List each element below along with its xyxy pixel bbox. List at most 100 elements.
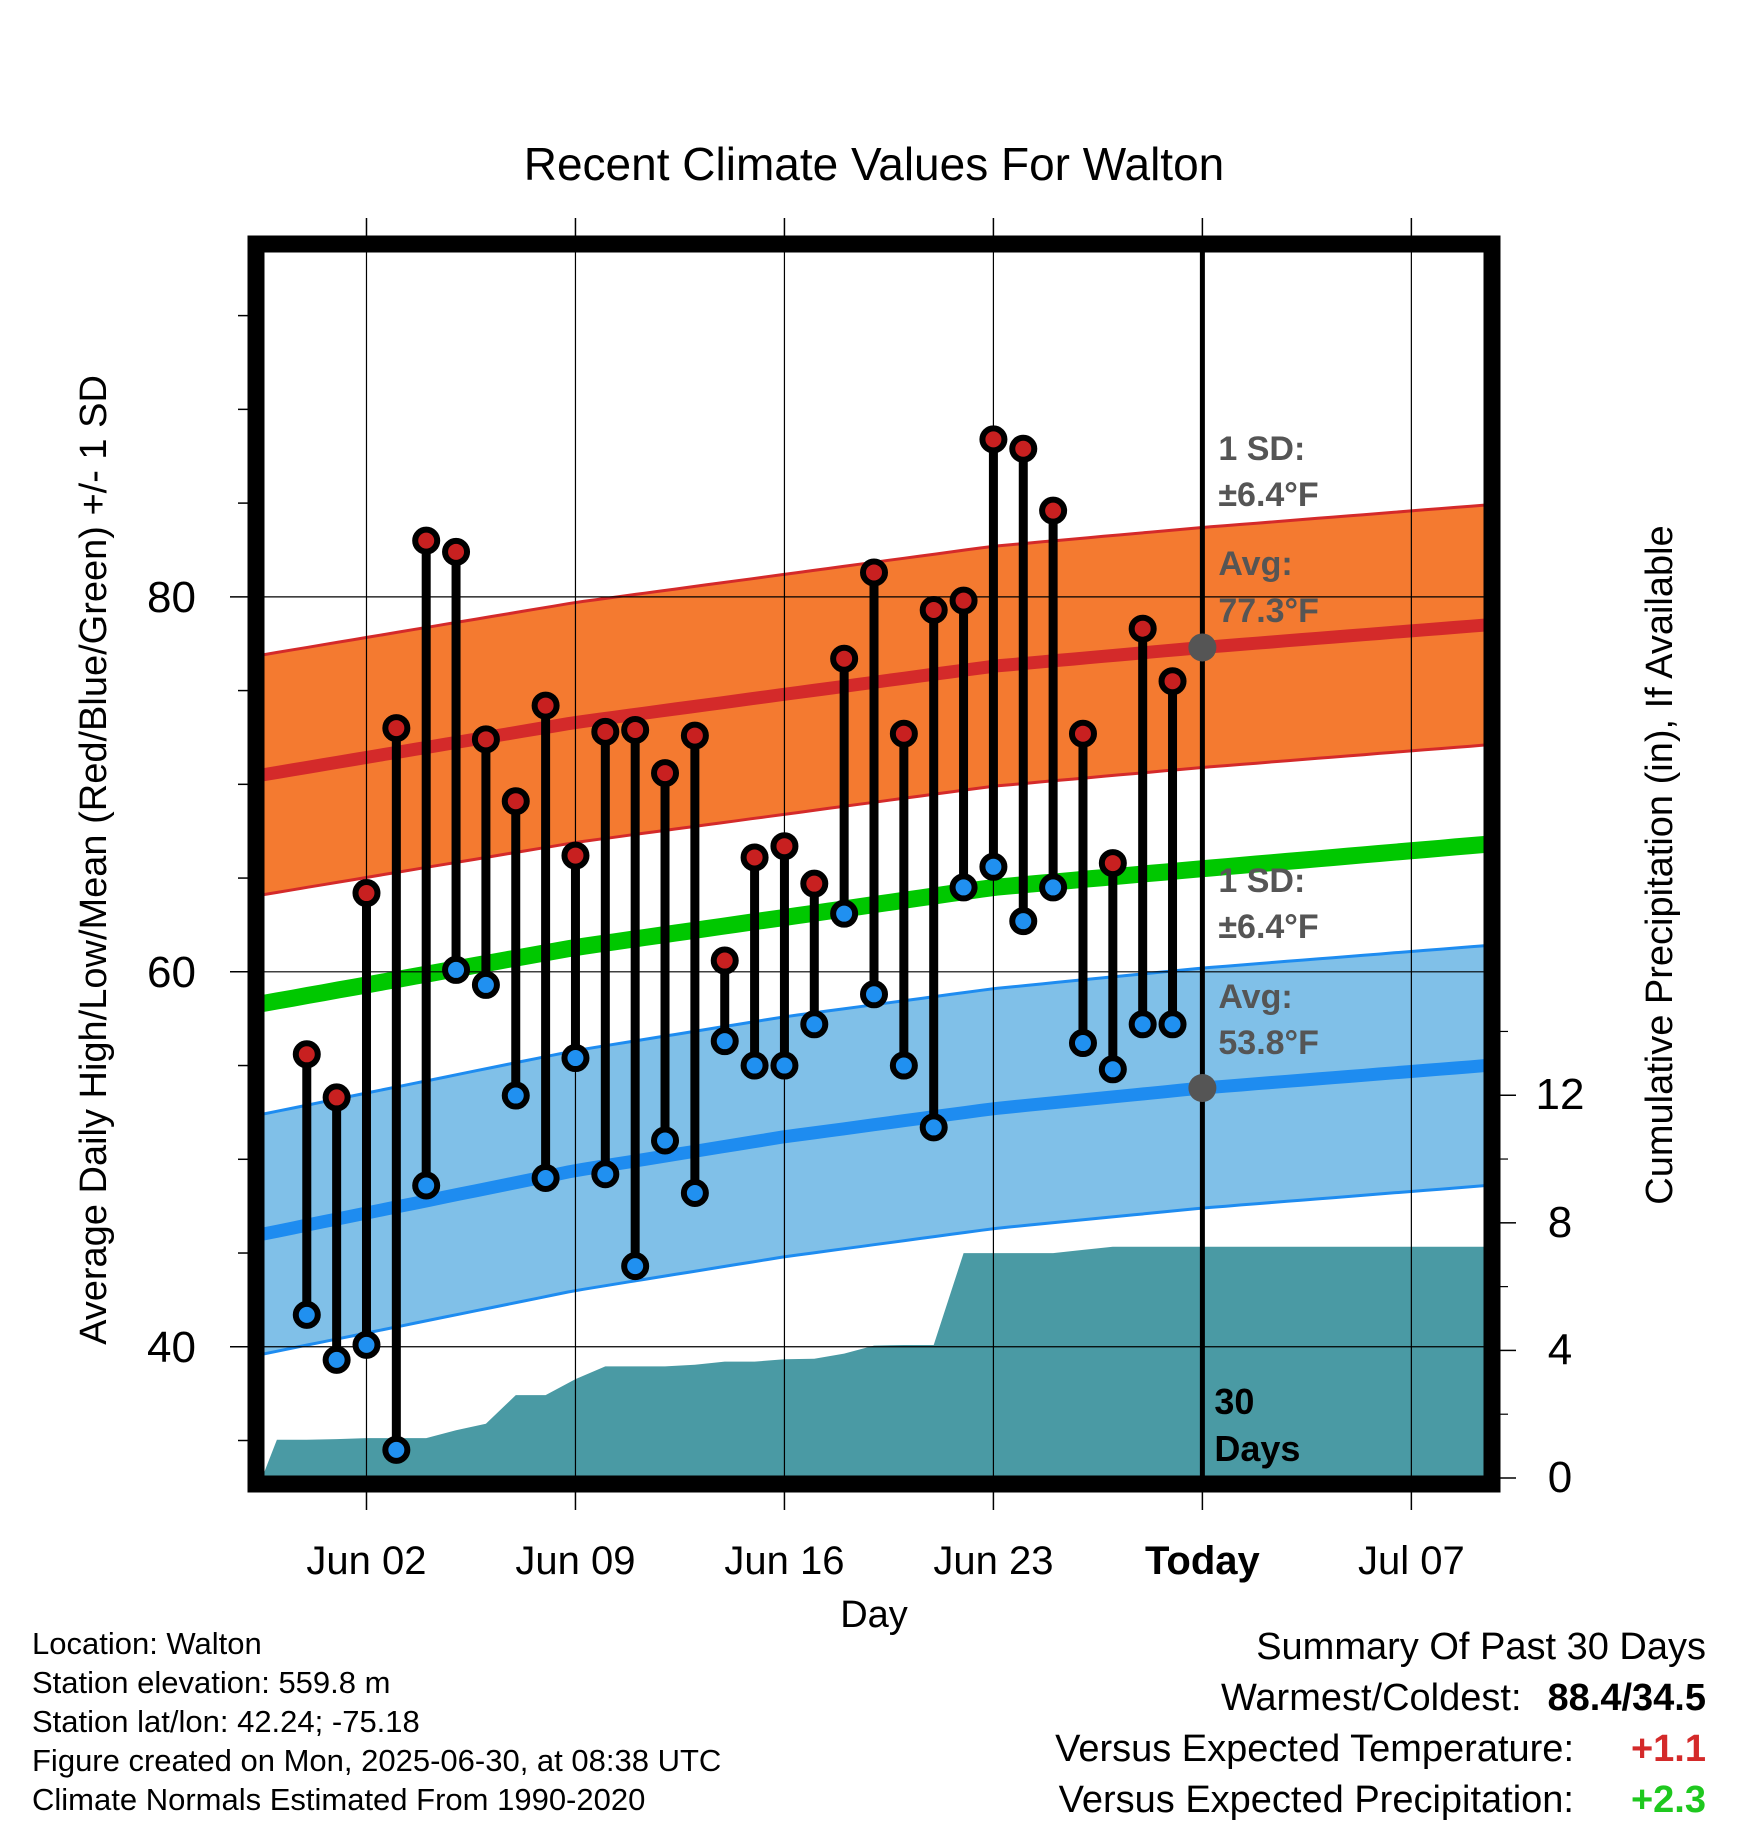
daily-high-point xyxy=(1098,849,1127,878)
precipitation-area xyxy=(262,1246,1486,1478)
daily-low-point xyxy=(442,955,471,984)
y2-tick-label: 4 xyxy=(1548,1325,1572,1374)
daily-high-point xyxy=(352,879,381,908)
low-avg-value: 53.8°F xyxy=(1218,1024,1319,1062)
precip-departure-row: Versus Expected Precipitation: +2.3 xyxy=(1055,1775,1706,1826)
daily-high-point xyxy=(621,715,650,744)
y2-tick-label: 8 xyxy=(1548,1198,1572,1247)
daily-low-point xyxy=(860,980,888,1009)
high-avg-label: Avg: xyxy=(1218,545,1292,583)
plot-overlay: 1 SD: ±6.4°F Avg: 77.3°F 1 SD: ±6.4°F Avg: 53.8… xyxy=(292,250,1319,1478)
daily-low-point xyxy=(800,1010,829,1039)
daily-high-point xyxy=(292,1040,321,1069)
daily-low-point xyxy=(501,1081,530,1110)
daily-high-point xyxy=(561,841,590,870)
daily-low-point xyxy=(322,1345,351,1374)
daily-high-point xyxy=(889,719,918,748)
daily-high-point xyxy=(442,537,471,566)
high-sd-label: 1 SD: xyxy=(1218,430,1305,468)
low-avg-label: Avg: xyxy=(1218,978,1292,1016)
chart-title: Recent Climate Values For Walton xyxy=(524,138,1225,190)
y2-tick-label: 0 xyxy=(1548,1453,1572,1502)
daily-low-point xyxy=(770,1051,799,1080)
daily-low-point xyxy=(830,899,859,928)
temp-departure-row: Versus Expected Temperature: +1.1 xyxy=(1055,1724,1706,1775)
temp-departure-value: +1.1 xyxy=(1630,1728,1706,1770)
temp-departure-label: Versus Expected Temperature: xyxy=(1055,1728,1574,1770)
daily-high-point xyxy=(680,721,709,750)
daily-low-point xyxy=(1158,1010,1187,1039)
x-tick-label: Jul 07 xyxy=(1358,1539,1465,1583)
daily-high-point xyxy=(322,1083,351,1112)
daily-high-point xyxy=(740,843,769,872)
daily-high-point xyxy=(800,869,829,898)
daily-high-point xyxy=(1068,719,1097,748)
x-tick-label: Jun 02 xyxy=(306,1539,426,1583)
latlon-text: Station lat/lon: 42.24; -75.18 xyxy=(32,1704,420,1739)
y-axis-label: Average Daily High/Low/Mean (Red/Blue/Gr… xyxy=(73,375,115,1345)
precip-departure-label: Versus Expected Precipitation: xyxy=(1058,1779,1574,1821)
normals-text: Climate Normals Estimated From 1990-2020 xyxy=(32,1782,646,1817)
daily-high-point xyxy=(591,717,620,746)
daily-high-point xyxy=(949,586,978,615)
high-avg-value: 77.3°F xyxy=(1218,592,1319,630)
daily-low-point xyxy=(1068,1029,1097,1058)
y-tick-label: 60 xyxy=(147,948,196,997)
daily-low-point xyxy=(292,1300,321,1329)
daily-low-point xyxy=(561,1044,590,1073)
daily-low-point xyxy=(949,873,978,902)
daily-low-point xyxy=(710,1027,739,1056)
daily-low-point xyxy=(1098,1055,1127,1084)
today-high-normal-marker xyxy=(1188,633,1217,662)
x-tick-label: Jun 16 xyxy=(724,1539,844,1583)
days-label: Days xyxy=(1214,1428,1300,1469)
daily-low-point xyxy=(1128,1010,1157,1039)
today-low-normal-marker xyxy=(1188,1074,1217,1103)
daily-high-point xyxy=(919,595,948,624)
daily-low-point xyxy=(621,1252,650,1281)
y2-tick-label: 12 xyxy=(1536,1070,1585,1119)
daily-low-point xyxy=(531,1164,560,1193)
daily-low-point xyxy=(979,852,1008,881)
daily-high-point xyxy=(979,425,1008,454)
axes: 40 60 80 0 4 8 12 Jun 02 Jun 09 Jun 16 Jun 23 Today… xyxy=(147,218,1584,1583)
x-tick-label: Jun 23 xyxy=(933,1539,1053,1583)
daily-high-point xyxy=(1128,614,1157,643)
daily-low-point xyxy=(382,1435,411,1464)
plot-frame xyxy=(247,235,1501,1493)
low-sd-value: ±6.4°F xyxy=(1218,908,1318,946)
daily-high-point xyxy=(382,714,411,743)
y-tick-label: 80 xyxy=(147,573,196,622)
daily-high-point xyxy=(412,526,441,555)
x-axis-label: Day xyxy=(840,1594,908,1636)
daily-high-point xyxy=(830,644,859,673)
daily-low-point xyxy=(1039,873,1068,902)
daily-low-point xyxy=(651,1126,680,1155)
daily-high-point xyxy=(710,946,739,975)
daily-low-point xyxy=(919,1113,948,1142)
created-text: Figure created on Mon, 2025-06-30, at 08… xyxy=(32,1743,722,1778)
daily-low-point xyxy=(591,1160,620,1189)
low-normal-line xyxy=(262,1059,1486,1241)
daily-high-point xyxy=(1158,667,1187,696)
daily-high-point xyxy=(471,725,500,754)
precip-departure-value: +2.3 xyxy=(1630,1779,1706,1821)
daily-low-point xyxy=(412,1171,441,1200)
daily-high-point xyxy=(1039,496,1068,525)
daily-high-point xyxy=(770,832,799,861)
days-count-label: 30 xyxy=(1214,1381,1254,1422)
low-band xyxy=(262,945,1486,1355)
plot-area xyxy=(262,250,1486,1478)
location-text: Location: Walton xyxy=(32,1626,262,1661)
daily-low-point xyxy=(471,970,500,999)
high-sd-value: ±6.4°F xyxy=(1218,476,1318,514)
x-tick-label: Jun 09 xyxy=(515,1539,635,1583)
warmest-coldest-value: 88.4/34.5 xyxy=(1547,1677,1706,1719)
daily-high-point xyxy=(531,691,560,720)
daily-high-point xyxy=(501,787,530,816)
daily-low-point xyxy=(1009,907,1038,936)
x-tick-label: Today xyxy=(1145,1539,1261,1583)
daily-low-point xyxy=(352,1330,381,1359)
summary-panel: Summary Of Past 30 Days Warmest/Coldest:… xyxy=(1055,1622,1706,1826)
